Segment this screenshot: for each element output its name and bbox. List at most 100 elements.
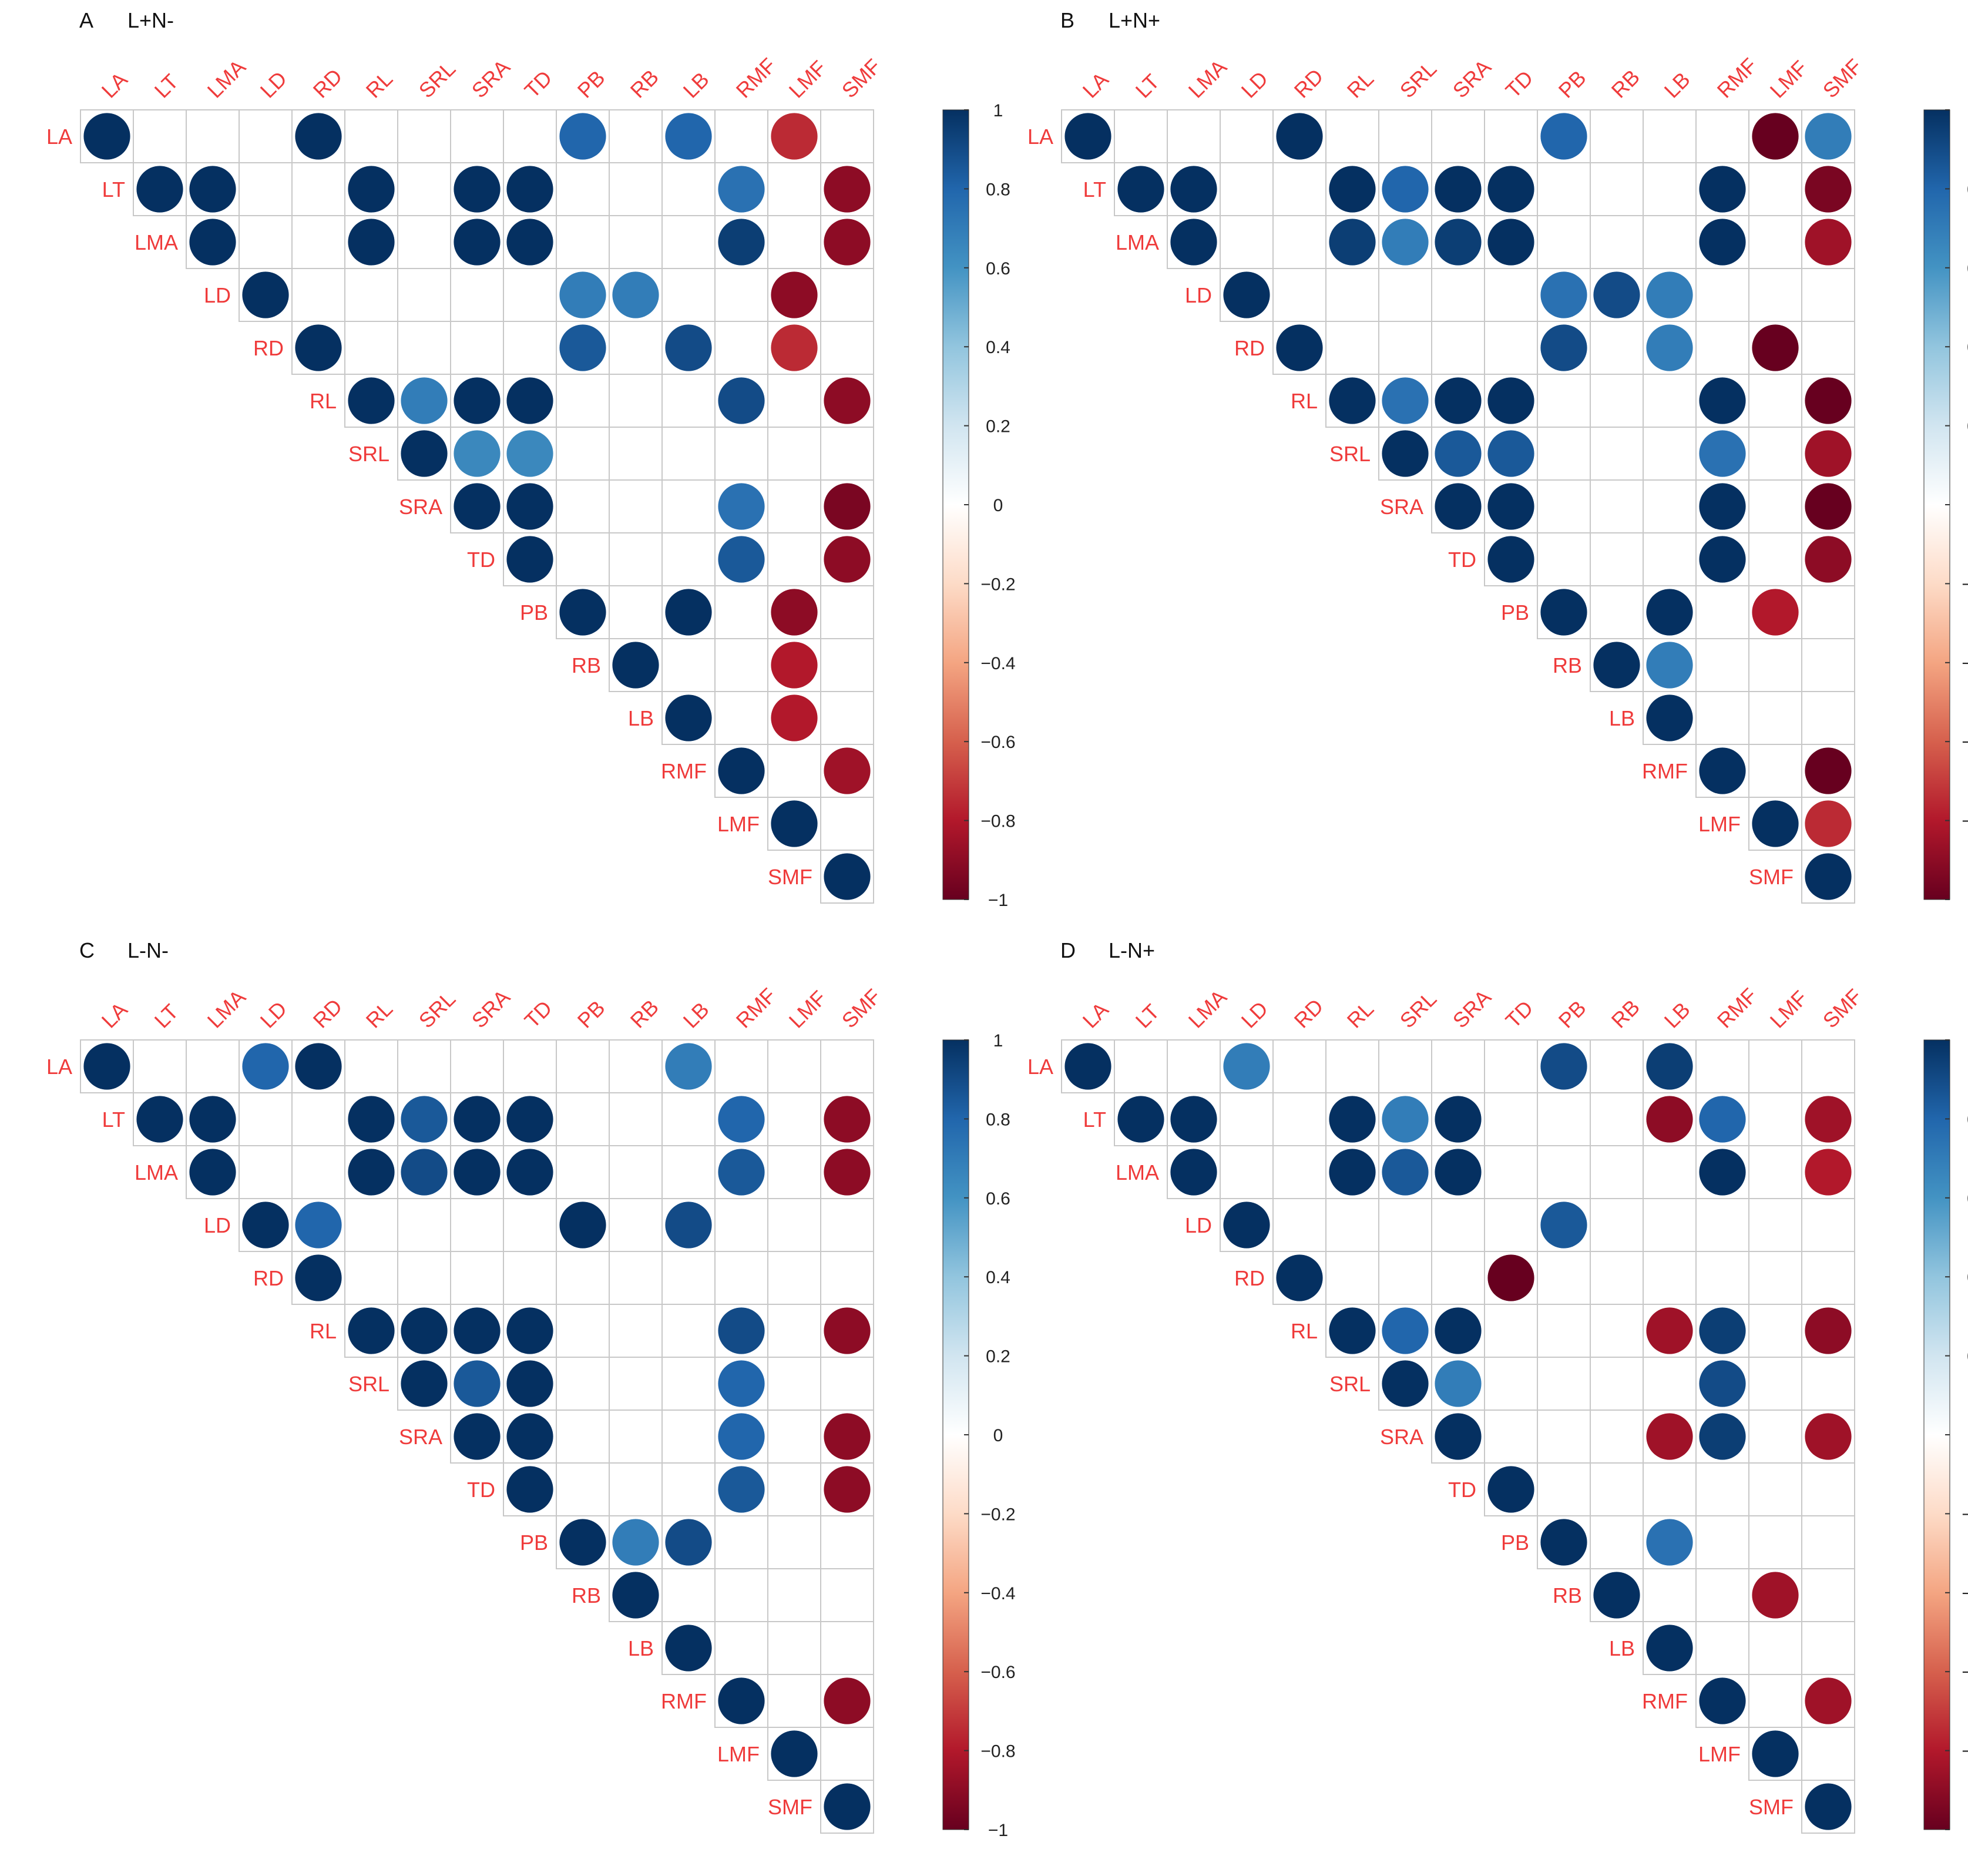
row-label: SRA	[1380, 495, 1423, 519]
grid-cell	[1748, 1462, 1802, 1516]
grid-cell	[1378, 1198, 1432, 1252]
grid-cell	[1801, 1251, 1855, 1305]
grid-cell	[767, 374, 821, 428]
row-label: PB	[520, 1531, 548, 1555]
grid-cell	[1272, 1092, 1326, 1146]
column-label: LT	[1131, 69, 1164, 103]
grid-cell	[1643, 427, 1697, 481]
correlation-circle	[1487, 1254, 1534, 1301]
grid-cell	[503, 109, 557, 163]
grid-cell	[609, 215, 663, 269]
correlation-circle	[1223, 1202, 1270, 1249]
colorbar-tick-label: 0.4	[986, 1268, 1010, 1287]
grid-cell	[1484, 109, 1538, 163]
grid-cell	[1748, 427, 1802, 481]
row-label: RB	[1553, 653, 1582, 677]
grid-cell	[1748, 1674, 1802, 1728]
grid-cell	[1484, 1198, 1538, 1252]
correlation-circle	[1540, 324, 1587, 371]
correlation-circle	[506, 430, 553, 477]
grid	[1061, 1039, 1855, 1834]
column-label: RMF	[731, 53, 781, 103]
grid-cell	[609, 585, 663, 639]
grid-cell	[1220, 109, 1274, 163]
grid-cell	[1484, 1409, 1538, 1464]
grid-cell	[609, 109, 663, 163]
correlation-circle	[506, 483, 553, 530]
grid-cell	[1748, 744, 1802, 798]
correlation-circle	[1170, 1096, 1217, 1143]
grid-cell	[820, 268, 874, 322]
grid-cell	[1537, 427, 1591, 481]
grid-cell	[767, 1357, 821, 1411]
colorbar-tick-label: −0.4	[980, 1584, 1015, 1603]
panel-d: D L-N+LA LT LMA LD RD RL SRL SRA TD PB RB LB RMF LMF SM…	[1027, 938, 1968, 1834]
correlation-circle	[824, 1307, 871, 1354]
grid-cell	[1272, 215, 1326, 269]
grid-cell	[1537, 1409, 1591, 1464]
correlation-circle	[1382, 377, 1429, 424]
correlation-circle	[83, 1043, 130, 1090]
correlation-circle	[559, 589, 606, 636]
correlation-circle	[1593, 271, 1640, 318]
grid-cell	[767, 744, 821, 798]
correlation-circle	[1223, 1043, 1270, 1090]
grid-cell	[1695, 1568, 1749, 1622]
grid-cell	[556, 1304, 610, 1358]
column-label: LB	[1660, 68, 1695, 103]
correlation-circle	[1540, 1043, 1587, 1090]
correlation-circle	[1805, 1149, 1852, 1196]
correlation-circle	[1487, 1466, 1534, 1513]
grid-cell	[609, 532, 663, 586]
correlation-circle	[1435, 1307, 1482, 1354]
grid-cell	[450, 1198, 504, 1252]
correlation-circle	[1329, 166, 1376, 213]
colorbar-tick-label: 1	[993, 101, 1003, 120]
correlation-circle	[1170, 1149, 1217, 1196]
correlation-circle	[824, 1466, 871, 1513]
grid-cell	[1643, 479, 1697, 533]
correlation-circle	[718, 166, 765, 213]
row-label: LD	[1185, 283, 1212, 307]
column-label: SRL	[1395, 56, 1442, 103]
grid-cell	[767, 1674, 821, 1728]
column-label: RB	[1607, 65, 1644, 102]
correlation-circle	[1646, 1307, 1693, 1354]
grid-cell	[767, 1092, 821, 1146]
grid-cell	[1695, 1039, 1749, 1093]
grid-cell	[556, 1039, 610, 1093]
column-label: LD	[1237, 66, 1273, 103]
column-label: RD	[1289, 994, 1328, 1033]
column-label: LT	[150, 999, 183, 1033]
grid-cell	[820, 1621, 874, 1675]
grid-cell	[1643, 532, 1697, 586]
correlation-circle	[348, 377, 395, 424]
row-label: RB	[1553, 1583, 1582, 1607]
correlation-circle	[824, 1783, 871, 1830]
grid-cell	[1431, 1039, 1485, 1093]
correlation-circle	[454, 1307, 501, 1354]
grid-cell	[503, 1198, 557, 1252]
correlation-circle	[454, 430, 501, 477]
colorbar-tick-label: −1	[988, 891, 1008, 910]
correlation-circle	[1540, 589, 1587, 636]
column-label: SRL	[414, 56, 461, 103]
correlation-circle	[824, 377, 871, 424]
correlation-circle	[1805, 483, 1852, 530]
grid-cell	[397, 268, 451, 322]
correlation-circle	[1487, 219, 1534, 266]
grid-cell	[1537, 1304, 1591, 1358]
grid-cell	[767, 1198, 821, 1252]
row-label: TD	[467, 548, 495, 572]
correlation-circle	[771, 642, 818, 689]
row-label: RD	[253, 1266, 284, 1290]
column-label: LB	[1660, 998, 1695, 1033]
correlation-circle	[189, 1149, 236, 1196]
correlation-circle	[348, 1307, 395, 1354]
column-label: LB	[679, 998, 714, 1033]
grid-cell	[767, 427, 821, 481]
correlation-circle	[1540, 113, 1587, 160]
panel-letter: C	[79, 938, 95, 962]
correlation-circle	[401, 1096, 448, 1143]
grid-cell	[820, 1727, 874, 1781]
